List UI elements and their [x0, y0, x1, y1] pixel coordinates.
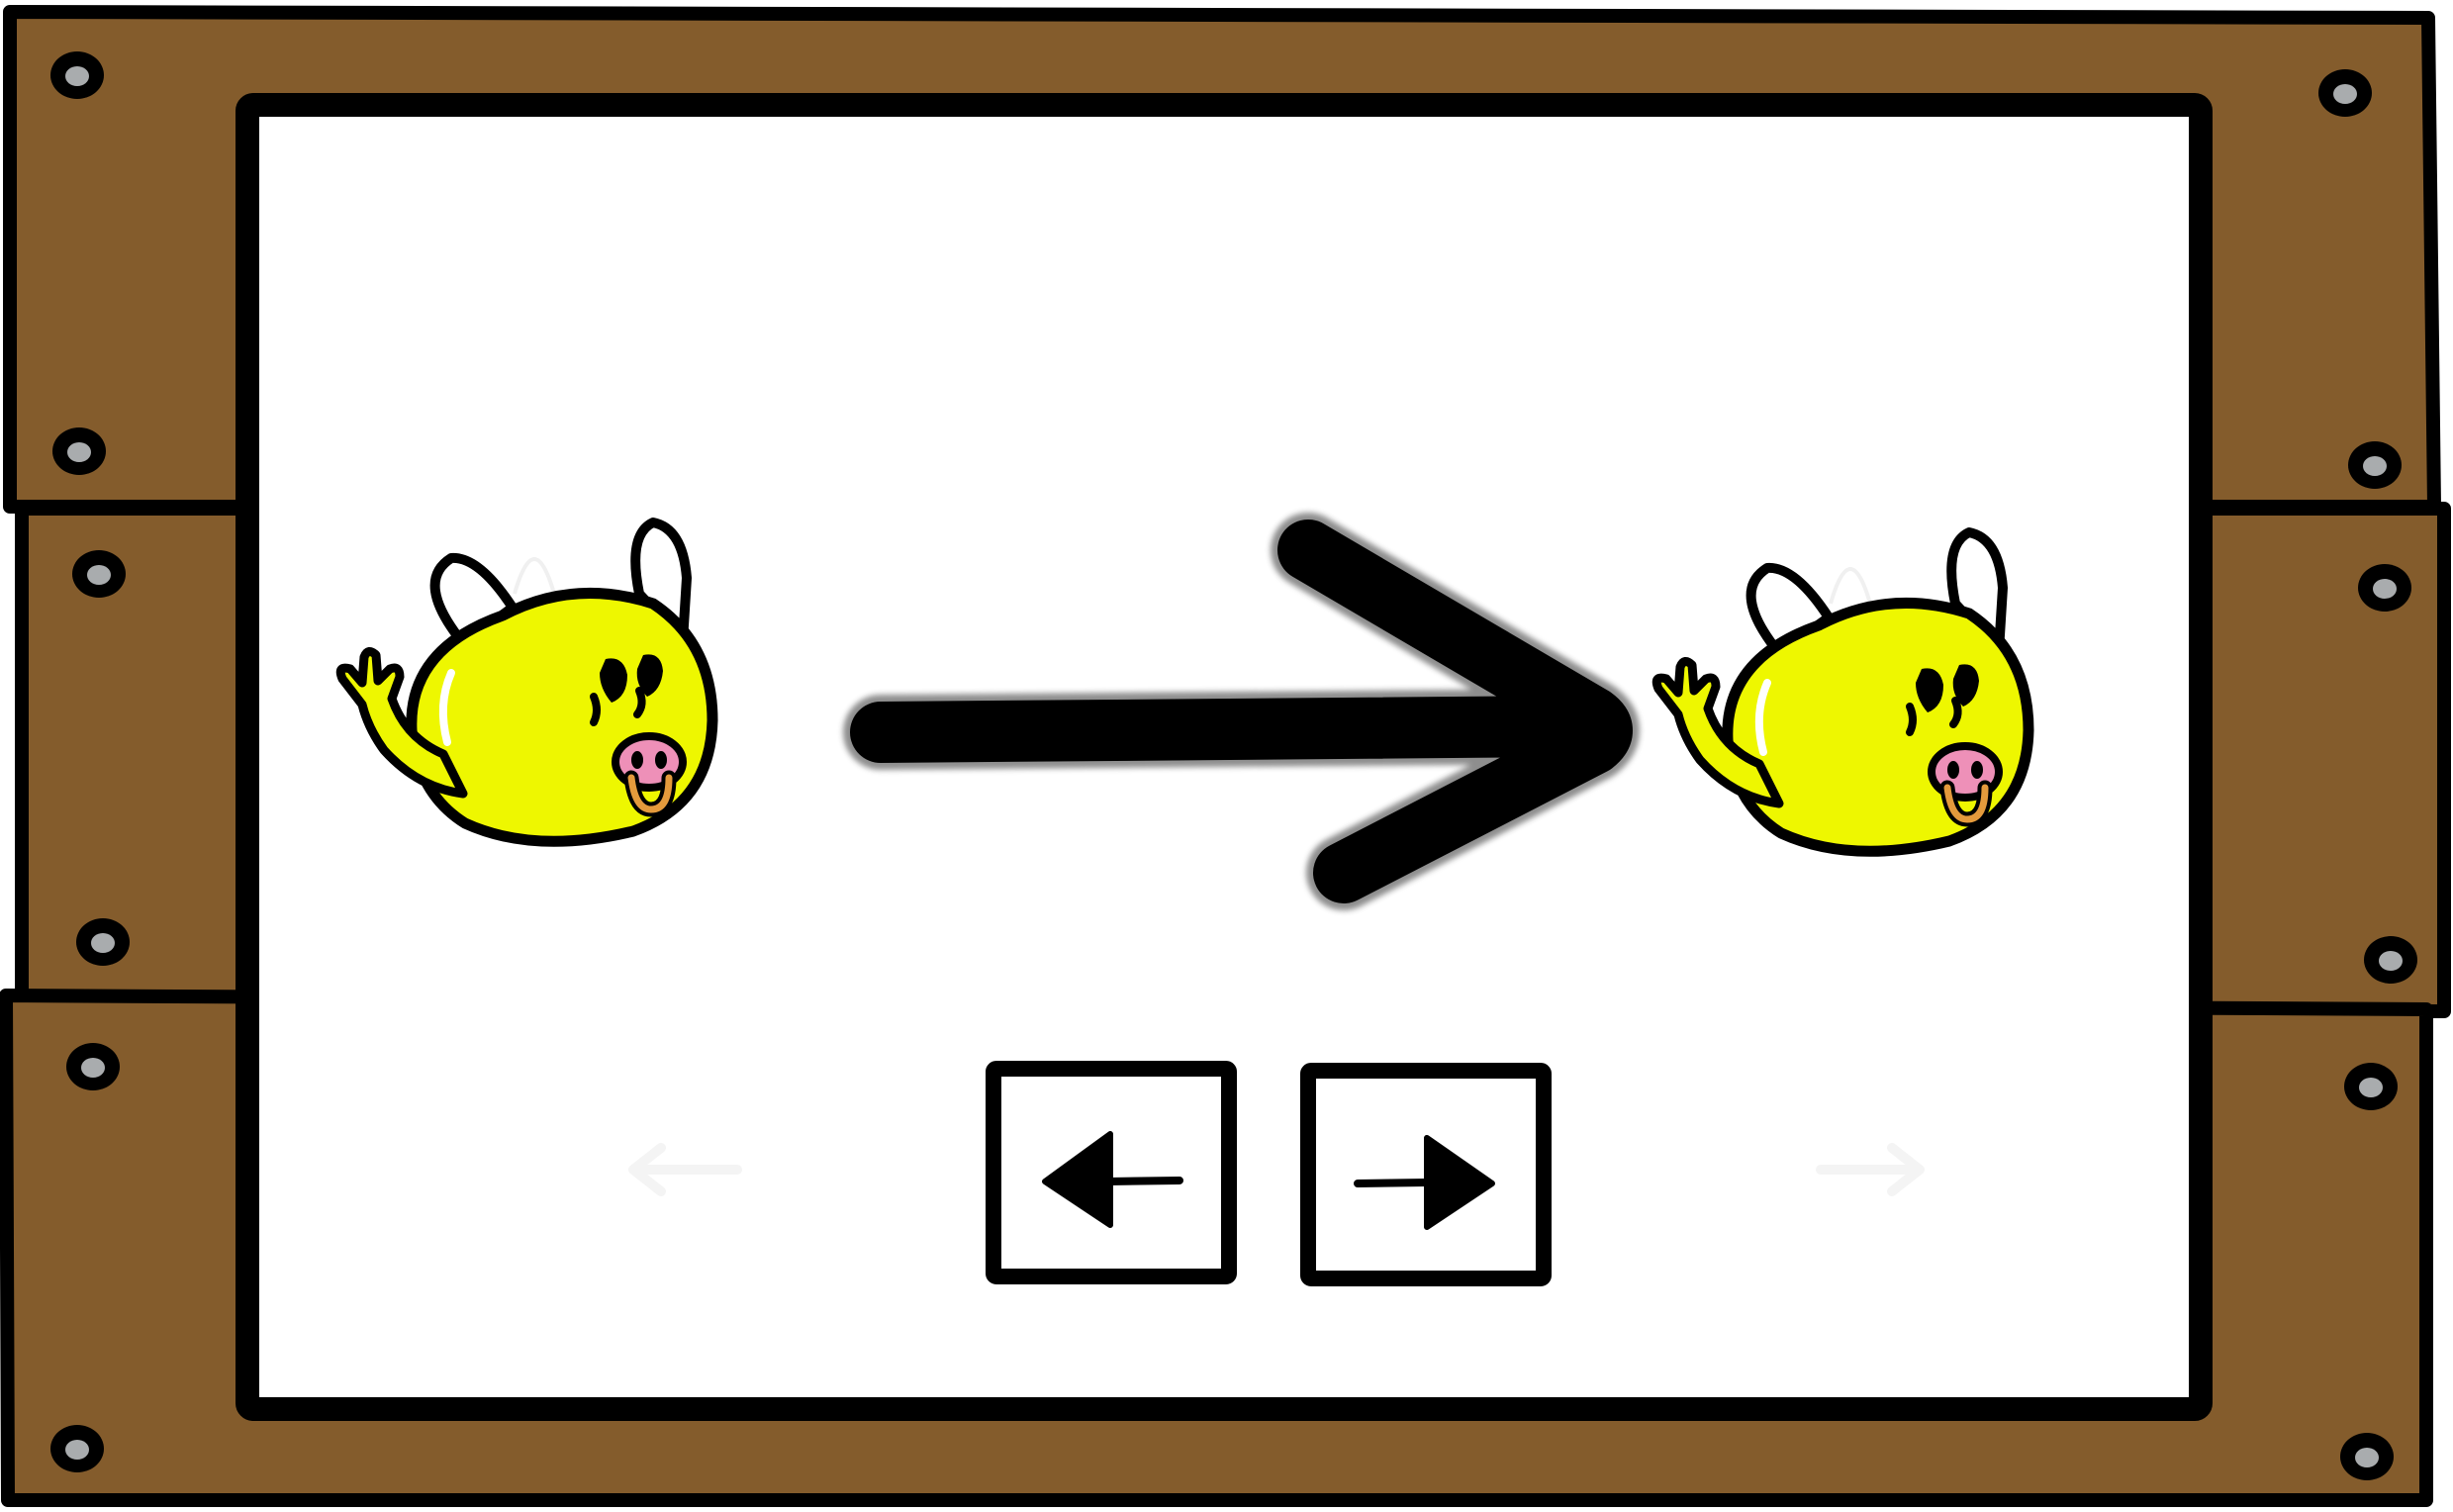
right-arrow-icon	[1354, 1135, 1495, 1230]
bolt-icon	[66, 1043, 120, 1090]
bolt-icon	[2358, 564, 2411, 612]
bolt-icon	[72, 550, 126, 598]
bolt-icon	[50, 51, 104, 99]
left-arrow-key-button[interactable]	[986, 1061, 1237, 1284]
bolt-icon	[52, 427, 106, 475]
bolt-icon	[76, 918, 130, 966]
bolt-icon	[2318, 69, 2372, 117]
bolt-icon	[2348, 441, 2402, 489]
right-arrow-icon	[843, 513, 1640, 910]
bolt-icon	[50, 1425, 104, 1472]
right-arrow-key-button[interactable]	[1300, 1063, 1552, 1286]
bolt-icon	[2340, 1433, 2394, 1480]
bolt-icon	[2344, 1063, 2398, 1110]
bolt-icon	[2364, 936, 2417, 984]
left-arrow-icon	[1042, 1131, 1183, 1228]
